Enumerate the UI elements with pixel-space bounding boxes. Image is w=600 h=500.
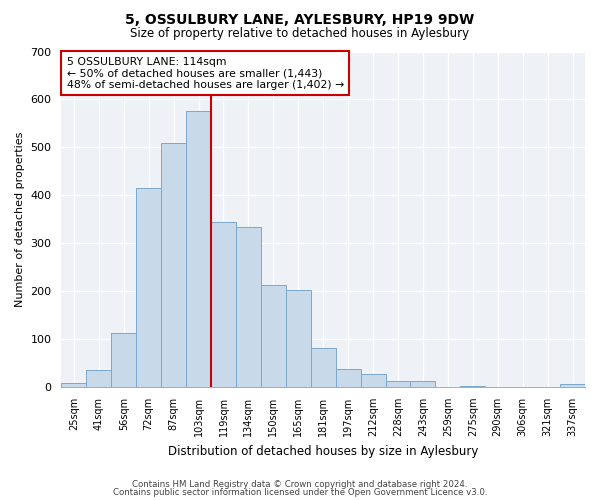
Text: 5 OSSULBURY LANE: 114sqm
← 50% of detached houses are smaller (1,443)
48% of sem: 5 OSSULBURY LANE: 114sqm ← 50% of detach… <box>67 56 344 90</box>
Bar <box>161 142 186 387</box>
Bar <box>311 348 335 387</box>
Text: Contains HM Land Registry data © Crown copyright and database right 2024.: Contains HM Land Registry data © Crown c… <box>132 480 468 489</box>
Text: Contains public sector information licensed under the Open Government Licence v3: Contains public sector information licen… <box>113 488 487 497</box>
X-axis label: Distribution of detached houses by size in Aylesbury: Distribution of detached houses by size … <box>168 444 478 458</box>
Bar <box>560 384 585 387</box>
Bar <box>286 290 311 387</box>
Bar <box>460 386 485 387</box>
Text: 5, OSSULBURY LANE, AYLESBURY, HP19 9DW: 5, OSSULBURY LANE, AYLESBURY, HP19 9DW <box>125 12 475 26</box>
Text: Size of property relative to detached houses in Aylesbury: Size of property relative to detached ho… <box>130 28 470 40</box>
Bar <box>335 369 361 387</box>
Bar <box>86 370 111 387</box>
Bar <box>111 334 136 387</box>
Bar <box>410 380 436 387</box>
Bar <box>361 374 386 387</box>
Bar <box>386 381 410 387</box>
Y-axis label: Number of detached properties: Number of detached properties <box>15 132 25 307</box>
Bar <box>136 188 161 387</box>
Bar <box>186 112 211 387</box>
Bar <box>261 286 286 387</box>
Bar <box>61 383 86 387</box>
Bar <box>236 228 261 387</box>
Bar <box>211 222 236 387</box>
